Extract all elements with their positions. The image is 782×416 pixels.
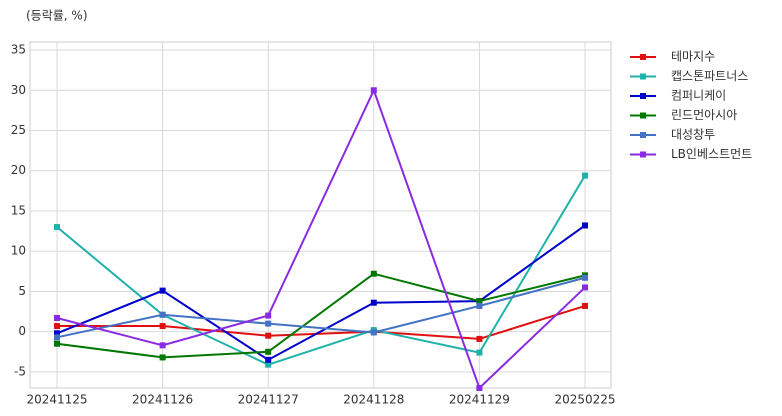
point	[476, 335, 483, 342]
point	[265, 312, 272, 319]
point	[54, 334, 60, 341]
point	[582, 274, 588, 281]
y-tick-label: 15	[11, 203, 26, 217]
point	[476, 385, 483, 391]
point	[265, 356, 272, 363]
point	[54, 340, 60, 347]
point	[54, 330, 60, 337]
x-tick-label: 20250225	[554, 393, 615, 407]
legend-label: 린드먼아시아	[671, 108, 737, 122]
point	[582, 284, 588, 291]
x-tick-label: 20241126	[132, 393, 193, 407]
y-tick-label: 30	[11, 83, 26, 97]
point	[370, 299, 377, 306]
point	[476, 302, 483, 309]
point	[54, 323, 60, 330]
y-tick-label: 20	[11, 163, 26, 177]
point	[265, 320, 272, 327]
series-line	[56, 87, 586, 390]
point	[159, 323, 166, 330]
legend-marker	[640, 151, 646, 158]
point	[476, 349, 483, 356]
series-line	[56, 272, 586, 359]
point	[159, 287, 166, 294]
point	[476, 298, 483, 305]
point	[159, 342, 166, 349]
legend-marker	[640, 93, 646, 99]
legend-marker	[640, 132, 646, 138]
point	[370, 329, 377, 336]
point	[54, 314, 60, 321]
point	[582, 222, 588, 229]
series-line	[56, 175, 586, 366]
y-tick-label: 25	[11, 123, 26, 137]
legend-label: LB인베스트먼트	[671, 147, 752, 161]
point	[582, 172, 588, 179]
plot-area	[29, 41, 612, 389]
point	[265, 361, 272, 368]
x-tick-label: 20241127	[238, 393, 299, 407]
y-tick-label: 5	[18, 284, 26, 298]
x-tick-label: 20241128	[343, 393, 404, 407]
x-tick-label: 20241125	[26, 393, 87, 407]
series-line	[56, 224, 586, 362]
point	[159, 354, 166, 361]
series-line	[57, 304, 586, 340]
legend-label: 캡스톤파트너스	[671, 69, 748, 83]
legend-label: 컴퍼니케이	[671, 89, 726, 103]
legend-marker	[640, 112, 646, 119]
point	[370, 270, 377, 277]
y-tick-label: 10	[11, 244, 26, 258]
point	[54, 224, 60, 231]
point	[370, 87, 377, 94]
y-tick-label: 35	[11, 43, 26, 57]
y-tick-label: -5	[14, 364, 26, 378]
chart-title: (등락률, %)	[26, 9, 88, 23]
x-tick-label: 20241129	[449, 393, 510, 407]
legend-label: 테마지수	[671, 50, 715, 64]
legend-marker	[640, 54, 646, 60]
point	[159, 311, 166, 318]
y-tick-label: 0	[18, 324, 26, 338]
point	[265, 348, 272, 355]
point	[265, 332, 272, 339]
legend-marker	[640, 73, 646, 80]
legend-label: 대성창투	[671, 128, 715, 142]
series-line	[56, 276, 586, 339]
point	[582, 302, 588, 309]
